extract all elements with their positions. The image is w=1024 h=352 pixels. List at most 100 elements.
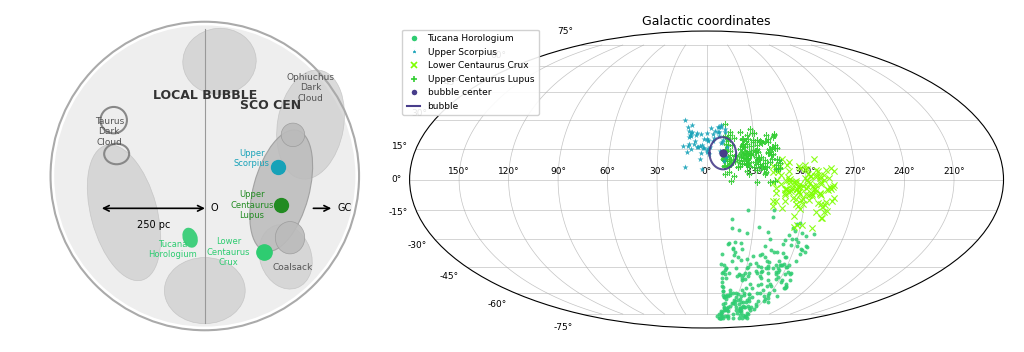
Point — [714, 139, 730, 145]
Point — [724, 142, 740, 148]
Point — [818, 199, 835, 205]
Point — [781, 177, 798, 182]
Point — [739, 311, 756, 317]
Point — [815, 172, 831, 177]
Point — [787, 178, 804, 183]
Point — [725, 159, 741, 164]
Point — [722, 287, 738, 293]
Point — [683, 146, 699, 152]
Point — [816, 202, 833, 208]
Point — [750, 283, 766, 288]
Point — [734, 152, 751, 158]
Point — [749, 167, 765, 173]
Point — [768, 166, 784, 172]
Point — [762, 159, 778, 165]
Point — [722, 303, 738, 308]
Point — [740, 156, 757, 162]
Point — [792, 185, 808, 190]
Ellipse shape — [165, 258, 245, 323]
Point — [726, 252, 742, 258]
Ellipse shape — [250, 130, 312, 251]
Point — [734, 136, 751, 142]
Point — [763, 152, 779, 158]
Point — [812, 191, 828, 196]
Point — [713, 315, 729, 320]
Point — [718, 154, 734, 160]
Point — [716, 155, 732, 160]
Point — [681, 141, 697, 147]
Point — [759, 258, 775, 264]
Point — [786, 228, 803, 234]
Point — [798, 166, 814, 172]
Point — [726, 173, 742, 178]
Point — [748, 303, 764, 309]
Point — [765, 163, 781, 169]
Point — [764, 146, 780, 151]
Point — [729, 297, 745, 303]
Point — [718, 147, 734, 153]
Point — [721, 240, 737, 246]
Point — [715, 288, 731, 294]
Point — [799, 244, 815, 250]
Point — [788, 244, 805, 249]
Point — [699, 130, 716, 136]
Point — [728, 310, 744, 316]
Point — [738, 256, 755, 262]
Point — [750, 157, 766, 163]
Point — [749, 268, 765, 274]
Point — [725, 300, 741, 306]
Point — [780, 159, 797, 164]
Point — [777, 237, 794, 242]
Point — [770, 166, 786, 172]
Point — [716, 304, 732, 310]
Point — [727, 158, 743, 163]
Point — [734, 142, 751, 147]
Point — [753, 282, 769, 287]
Point — [787, 196, 804, 202]
Point — [783, 270, 800, 275]
Point — [771, 160, 787, 165]
Point — [787, 236, 804, 241]
Point — [749, 179, 765, 185]
Point — [752, 290, 768, 296]
Point — [739, 230, 756, 236]
Point — [719, 158, 735, 164]
Text: GC: GC — [337, 203, 351, 213]
Point — [681, 134, 697, 140]
Point — [759, 164, 775, 170]
Point — [751, 156, 767, 162]
Point — [727, 249, 743, 255]
Point — [724, 258, 740, 264]
Point — [726, 301, 742, 307]
Point — [724, 290, 740, 296]
Point — [713, 125, 729, 130]
Ellipse shape — [182, 228, 198, 248]
Point — [741, 295, 758, 300]
Point — [716, 294, 732, 300]
Point — [730, 291, 746, 297]
Point — [713, 310, 729, 316]
Point — [707, 128, 723, 134]
Point — [737, 151, 754, 157]
Point — [777, 254, 794, 260]
Point — [725, 311, 741, 316]
Point — [692, 156, 709, 162]
Point — [799, 177, 815, 183]
Point — [721, 163, 737, 169]
Point — [763, 247, 779, 252]
Point — [739, 273, 756, 278]
Point — [721, 156, 737, 162]
Point — [769, 165, 785, 171]
Point — [811, 173, 827, 178]
Point — [779, 162, 796, 167]
Point — [808, 182, 824, 188]
Point — [724, 216, 740, 222]
Point — [699, 136, 716, 142]
Point — [714, 251, 730, 257]
Point — [735, 156, 752, 161]
Point — [813, 215, 829, 221]
Point — [711, 125, 727, 130]
Point — [792, 206, 808, 212]
Point — [818, 187, 835, 192]
Point — [765, 134, 781, 139]
